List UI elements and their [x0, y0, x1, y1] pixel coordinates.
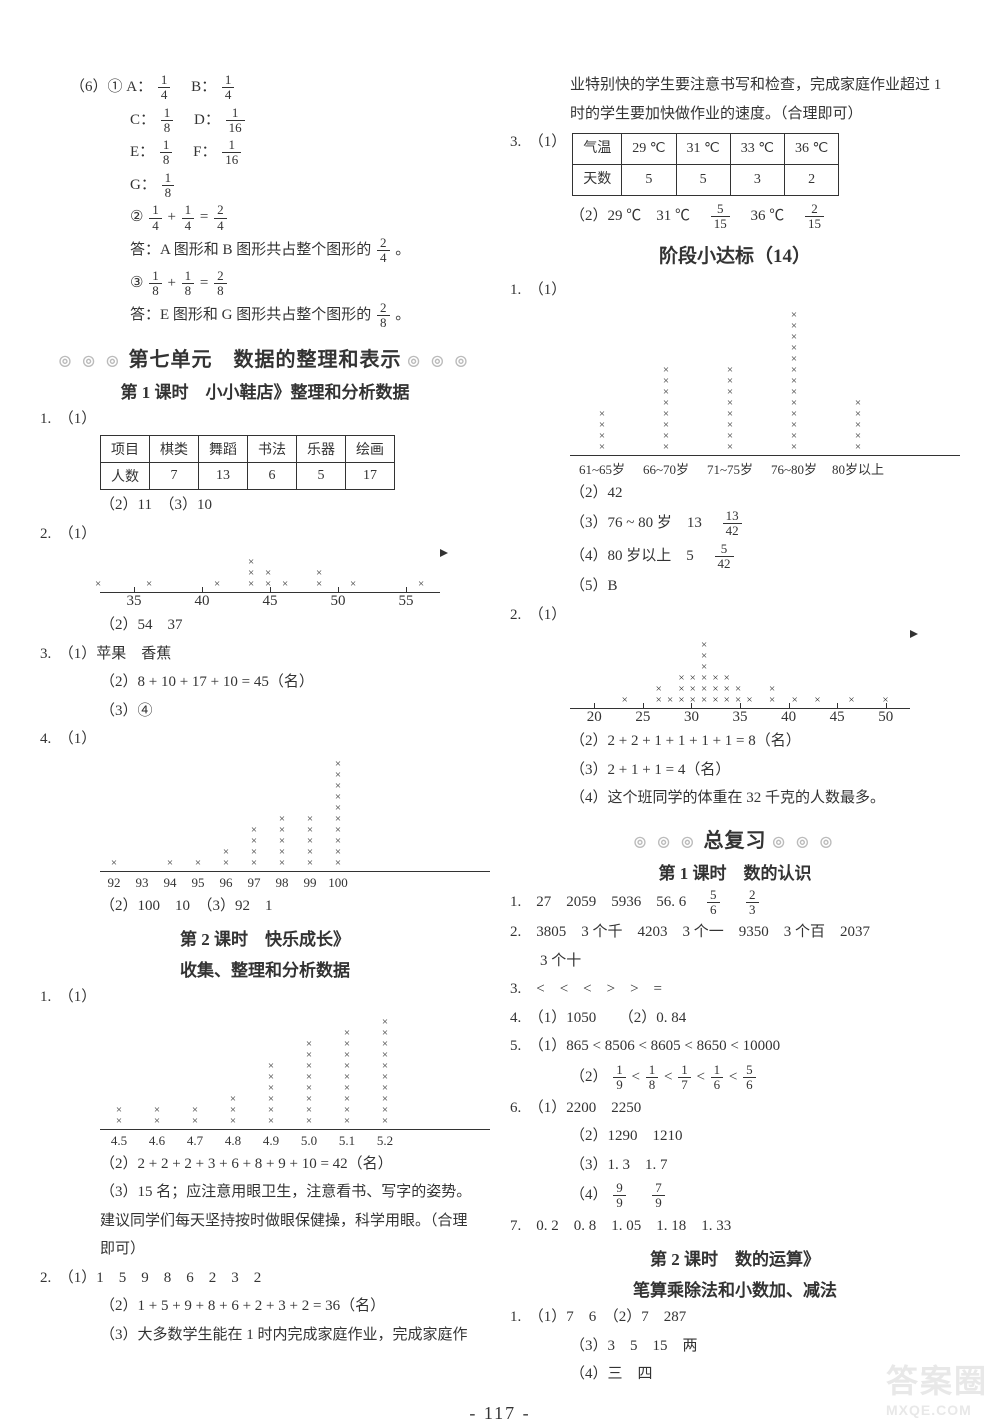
s14-q1-4: （4）80 岁以上 5 542: [510, 542, 960, 572]
l1-q2-1: 2. （1）: [40, 522, 490, 548]
q6-ans2: 答：A 图形和 B 图形共占整个图形的 24 。: [40, 236, 490, 266]
q6-eq3: ③ 18 + 18 = 28: [40, 269, 490, 299]
s14-q2-3: （3）2 + 1 + 1 = 4（名）: [510, 758, 960, 784]
rev1-q7: 7. 0. 2 0. 8 1. 05 1. 18 1. 33: [510, 1214, 960, 1240]
l1-q3-3: （3）④: [40, 699, 490, 725]
l2-q1-2: （2）2 + 2 + 2 + 3 + 6 + 8 + 9 + 10 = 42（名…: [40, 1152, 490, 1178]
rev1-q6-3: （3）1. 3 1. 7: [510, 1153, 960, 1179]
rev1-q6-1: 6. （1）2200 2250: [510, 1096, 960, 1122]
rev1-q5-2: （2） 19 < 18 < 17 < 16 < 56: [510, 1063, 960, 1093]
l1-q1-1: 1. （1）: [40, 407, 490, 433]
l2-q1-3a: （3）15 名；应注意用眼卫生，注意看书、写字的姿势。: [40, 1180, 490, 1206]
s14-q1-5: （5）B: [510, 574, 960, 600]
table1: 项目棋类舞蹈书法乐器绘画 人数7136517: [100, 435, 395, 490]
page-container: （6）① A： 14 B： 14 C： 18 D： 116 E： 18 F： 1…: [40, 70, 960, 1391]
lesson2-title: 第 2 课时 快乐成长》: [40, 925, 490, 950]
watermark: 答案圈 MXQE.COM: [886, 1356, 988, 1418]
rev1-q2b: 3 个十: [510, 949, 960, 975]
l2-q1-3b: 建议同学们每天坚持按时做眼保健操，科学用眼。（合理: [40, 1209, 490, 1235]
l1-q1-2: （2）11 （3）10: [40, 493, 490, 519]
lesson2-sub: 收集、整理和分析数据: [40, 956, 490, 981]
s14-q2-4: （4）这个班同学的体重在 32 千克的人数最多。: [510, 786, 960, 812]
left-column: （6）① A： 14 B： 14 C： 18 D： 116 E： 18 F： 1…: [40, 70, 490, 1391]
s14-q2-1: 2. （1）: [510, 603, 960, 629]
chart7: ××××××××××××××××××××××××××××××× 20253035…: [510, 634, 960, 726]
chart6: ×××××××××××××××××××××××××××××××××××××× 6…: [510, 310, 960, 478]
l1-q3-1: 3. （1）苹果 香蕉: [40, 642, 490, 668]
rev-l1-title: 第 1 课时 数的认识: [510, 859, 960, 884]
deco-icon: ◎ ◎ ◎: [634, 835, 698, 850]
r-cont1: 业特别快的学生要注意书写和检查，完成家庭作业超过 1: [510, 73, 960, 99]
review-title: ◎ ◎ ◎ 总复习 ◎ ◎ ◎: [510, 824, 960, 853]
rev1-q4: 4. （1）1050 （2）0. 84: [510, 1006, 960, 1032]
s14-q1-1: 1. （1）: [510, 278, 960, 304]
l1-q4-1: 4. （1）: [40, 727, 490, 753]
q6-ans3: 答：E 图形和 G 图形共占整个图形的 28 。: [40, 301, 490, 331]
l2-q1-1: 1. （1）: [40, 985, 490, 1011]
table1-wrap: 项目棋类舞蹈书法乐器绘画 人数7136517: [40, 435, 490, 490]
rev1-q6-4: （4） 99 79: [510, 1181, 960, 1211]
l2-q1-3c: 即可）: [40, 1237, 490, 1263]
q6-line-G: G： 18: [40, 171, 490, 201]
table3: 气温29 ℃31 ℃33 ℃36 ℃ 天数5532: [572, 133, 839, 196]
r-q3-1: 3. （1） 气温29 ℃31 ℃33 ℃36 ℃ 天数5532: [510, 130, 960, 199]
deco-icon: ◎ ◎ ◎: [59, 354, 123, 369]
q6-line-CD: C： 18 D： 116: [40, 106, 490, 136]
rev1-q2a: 2. 3805 3 个千 4203 3 个一 9350 3 个百 2037: [510, 920, 960, 946]
l2-q2-3: （3）大多数学生能在 1 时内完成家庭作业，完成家庭作: [40, 1323, 490, 1349]
chart5: ××××××××××××××××××××××××××××××××××××××××…: [40, 1017, 490, 1149]
s14-q1-2: （2）42: [510, 481, 960, 507]
q6-line-AB: （6）① A： 14 B： 14: [40, 73, 490, 103]
l1-q3-2: （2）8 + 10 + 17 + 10 = 45（名）: [40, 670, 490, 696]
l1-q4-2: （2）100 10 （3）92 1: [40, 894, 490, 920]
unit7-title: ◎ ◎ ◎ 第七单元 数据的整理和表示 ◎ ◎ ◎: [40, 343, 490, 372]
chart2: ××××××××××××× 3540455055: [40, 553, 490, 610]
rev1-q3: 3. < < < > > =: [510, 977, 960, 1003]
r-cont2: 时的学生要加快做作业的速度。（合理即可）: [510, 102, 960, 128]
lesson1-title: 第 1 课时 小小鞋店》整理和分析数据: [40, 378, 490, 403]
q6-eq2: ② 14 + 14 = 24: [40, 203, 490, 233]
chart4: ××××××××××××××××××××××××××××× 9293949596…: [40, 759, 490, 891]
l1-q2-2: （2）54 37: [40, 613, 490, 639]
s14-q2-2: （2）2 + 2 + 1 + 1 + 1 + 1 = 8（名）: [510, 729, 960, 755]
rev-l2-title: 第 2 课时 数的运算》: [510, 1245, 960, 1270]
right-column: 业特别快的学生要注意书写和检查，完成家庭作业超过 1 时的学生要加快做作业的速度…: [510, 70, 960, 1391]
deco-icon: ◎ ◎ ◎: [773, 835, 837, 850]
s14-q1-3: （3）76 ~ 80 岁 13 1342: [510, 509, 960, 539]
q6-line-EF: E： 18 F： 116: [40, 138, 490, 168]
rev2-q1-1: 1. （1）7 6 （2）7 287: [510, 1305, 960, 1331]
rev1-q1: 1. 27 2059 5936 56. 6 56 23: [510, 888, 960, 918]
deco-icon: ◎ ◎ ◎: [408, 354, 472, 369]
r-q3-2: （2）29 ℃ 31 ℃ 515 36 ℃ 215: [510, 202, 960, 232]
rev-l2-sub: 笔算乘除法和小数加、减法: [510, 1276, 960, 1301]
l2-q2-1: 2. （1）1 5 9 8 6 2 3 2: [40, 1266, 490, 1292]
rev1-q6-2: （2）1290 1210: [510, 1124, 960, 1150]
page-number: - 117 -: [40, 1403, 960, 1424]
l2-q2-2: （2）1 + 5 + 9 + 8 + 6 + 2 + 3 + 2 = 36（名）: [40, 1294, 490, 1320]
rev1-q5-1: 5. （1）865 < 8506 < 8605 < 8650 < 10000: [510, 1034, 960, 1060]
section14-title: 阶段小达标（14）: [510, 241, 960, 268]
